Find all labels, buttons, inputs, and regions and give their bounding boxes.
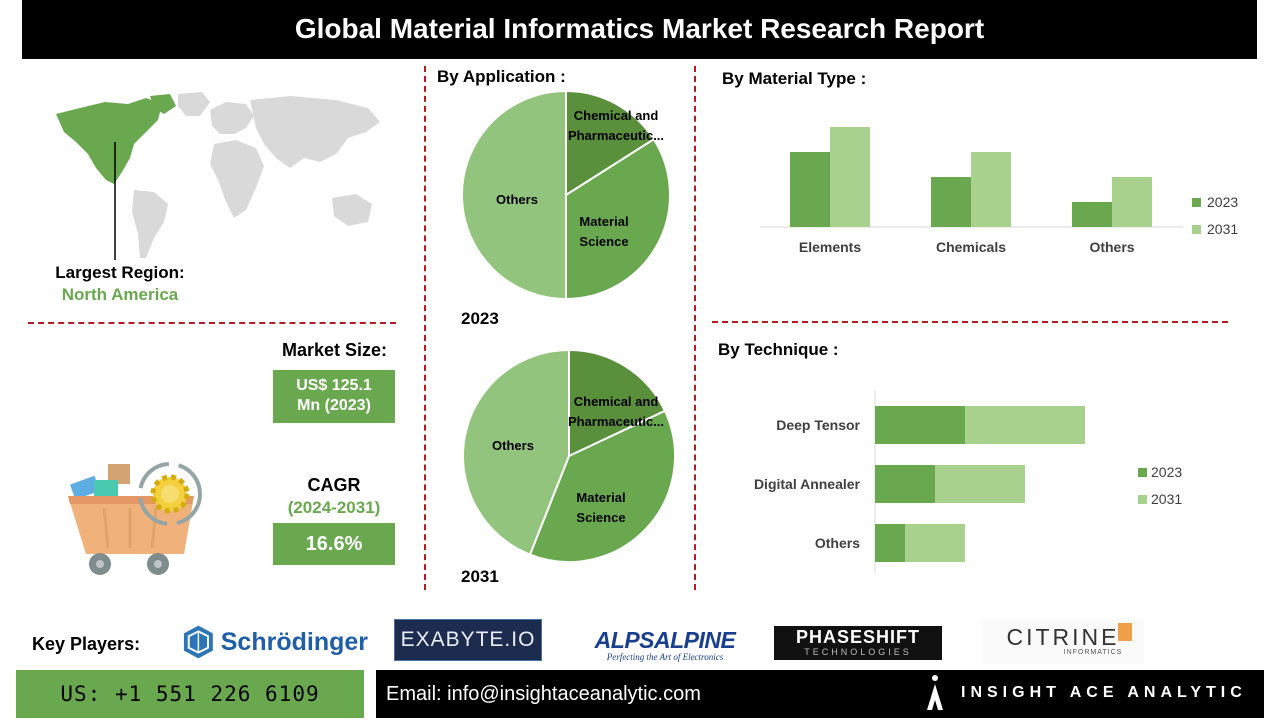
insightace-logo-icon (927, 675, 943, 710)
legend-swatch-2031 (1192, 225, 1201, 234)
logo-phaseshift-text: PHASESHIFT (795, 627, 920, 647)
legend-swatch-2023 (1138, 468, 1147, 477)
bar-digital-annealer-2031 (935, 465, 1025, 503)
citrine-mark-icon (1118, 623, 1132, 641)
pie-chart-2031: Chemical and Pharmaceutic... Material Scien… (462, 348, 676, 563)
largest-region-value: North America (61, 285, 179, 304)
market-size-value-line1: US$ 125.1 (296, 377, 372, 394)
divider-material (712, 321, 1228, 323)
technique-section-title: By Technique : (718, 340, 839, 359)
bar-chemicals-2031 (971, 152, 1011, 227)
pie-slice-1 (528, 409, 676, 563)
pie-2023-caption: 2023 (461, 309, 499, 328)
pie-2031-caption: 2031 (461, 567, 499, 586)
bar-others-2031 (1112, 177, 1152, 227)
pie-label-0: Chemical and Pharmaceutic... (568, 108, 664, 143)
bar-others-2031 (905, 524, 965, 562)
category-label: Chemicals (936, 239, 1006, 255)
bar-deep-tensor-2031 (965, 406, 1085, 444)
divider-right (694, 66, 696, 590)
legend-label-2023: 2023 (1207, 194, 1238, 210)
divider-region (28, 322, 396, 324)
legend-label-2023: 2023 (1151, 464, 1182, 480)
cagr-label: CAGR (307, 475, 361, 495)
pie-slice-0 (565, 89, 656, 197)
market-size-box: US$ 125.1 Mn (2023) (273, 370, 395, 423)
divider-left (424, 66, 426, 590)
cagr-value: 16.6% (273, 523, 395, 565)
bar-others-2023 (1072, 202, 1112, 227)
category-label: Others (1089, 239, 1134, 255)
cagr-period: (2024-2031) (287, 498, 381, 517)
logo-schrodinger: Schrödinger (182, 620, 368, 664)
logo-exabyte-text: EXABYTE.IO (400, 628, 536, 651)
logo-alpsalpine-text: ALPSALPINE (594, 627, 736, 653)
application-pie-charts: Chemical and Pharmaceutic... Material Scien… (461, 89, 676, 563)
key-players-label: Key Players: (32, 634, 141, 654)
logo-phaseshift: PHASESHIFT TECHNOLOGIES (774, 626, 942, 660)
pie-label-2: Others (496, 192, 538, 207)
pie-slice-0 (568, 348, 667, 458)
schrodinger-hex-icon (183, 625, 213, 659)
application-section-title: By Application : (437, 67, 566, 86)
logo-exabyte: EXABYTE.IO (394, 619, 542, 661)
footer-phone: US: +1 551 226 6109 (16, 670, 364, 718)
bar-deep-tensor-2023 (875, 406, 965, 444)
pie-slice-1 (565, 137, 671, 301)
pie-chart-2023: Chemical and Pharmaceutic... Material Scien… (461, 89, 671, 301)
logo-phaseshift-tagline: TECHNOLOGIES (804, 647, 912, 657)
footer-contact-bar: Email: info@insightaceanalytic.com INSIG… (376, 670, 1264, 718)
footer-brand: INSIGHT ACE ANALYTIC (961, 684, 1247, 701)
bar-digital-annealer-2023 (875, 465, 935, 503)
category-label: Deep Tensor (776, 417, 860, 433)
material-type-bar-chart: Elements Chemicals Others 2023 2031 (760, 127, 1238, 255)
world-map-icon (56, 92, 380, 260)
logo-citrine: CITRINE INFORMATICS (982, 620, 1144, 664)
logo-alpsalpine: ALPSALPINE Perfecting the Art of Electro… (585, 628, 745, 666)
pie-label-1: Material Science (576, 490, 625, 525)
technique-bar-chart: Deep Tensor Digital Annealer Others 2023 203… (754, 390, 1182, 573)
legend-label-2031: 2031 (1207, 221, 1238, 237)
legend-swatch-2031 (1138, 495, 1147, 504)
category-label: Digital Annealer (754, 476, 861, 492)
category-label: Elements (799, 239, 861, 255)
material-type-section-title: By Material Type : (722, 69, 867, 88)
report-title: Global Material Informatics Market Resea… (22, 0, 1257, 59)
category-label: Others (815, 535, 860, 551)
pie-label-1: Material Science (579, 214, 628, 249)
pie-label-2: Others (492, 438, 534, 453)
footer-email: Email: info@insightaceanalytic.com (386, 683, 701, 705)
shopping-cart-gear-icon (68, 462, 202, 575)
bar-elements-2031 (830, 127, 870, 227)
legend-label-2031: 2031 (1151, 491, 1182, 507)
pie-label-0: Chemical and Pharmaceutic... (568, 394, 664, 429)
bar-others-2023 (875, 524, 905, 562)
bar-chemicals-2023 (931, 177, 971, 227)
pie-slice-2 (462, 348, 570, 556)
logo-schrodinger-text: Schrödinger (220, 627, 368, 656)
market-size-value-line2: Mn (2023) (297, 397, 371, 414)
pie-slice-2 (461, 89, 567, 301)
logo-citrine-tagline: INFORMATICS (1063, 649, 1123, 656)
logo-alpsalpine-tagline: Perfecting the Art of Electronics (606, 652, 724, 662)
bar-elements-2023 (790, 152, 830, 227)
market-size-label: Market Size: (282, 340, 388, 360)
legend-swatch-2023 (1192, 198, 1201, 207)
largest-region-label: Largest Region: (55, 263, 185, 282)
logo-citrine-text: CITRINE (1006, 624, 1120, 650)
